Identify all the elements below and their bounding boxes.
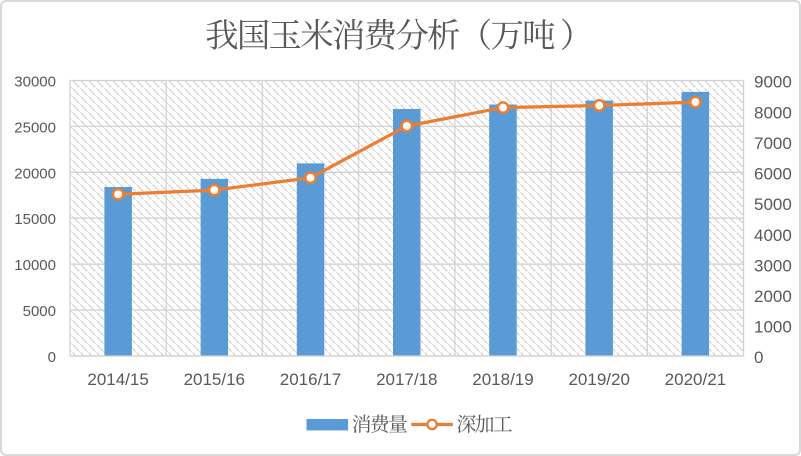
svg-text:3000: 3000 <box>754 256 792 275</box>
svg-text:2016/17: 2016/17 <box>280 370 341 389</box>
svg-text:2000: 2000 <box>754 287 792 306</box>
svg-text:8000: 8000 <box>754 103 792 122</box>
svg-text:5000: 5000 <box>23 303 56 320</box>
svg-text:6000: 6000 <box>754 165 792 184</box>
svg-text:2015/16: 2015/16 <box>184 370 245 389</box>
svg-text:25000: 25000 <box>14 119 56 136</box>
svg-text:30000: 30000 <box>14 74 56 91</box>
svg-text:2017/18: 2017/18 <box>376 370 437 389</box>
svg-text:4000: 4000 <box>754 226 792 245</box>
svg-text:2020/21: 2020/21 <box>665 370 726 389</box>
svg-text:2018/19: 2018/19 <box>472 370 533 389</box>
svg-text:7000: 7000 <box>754 134 792 153</box>
svg-text:20000: 20000 <box>14 165 56 182</box>
svg-text:5000: 5000 <box>754 195 792 214</box>
svg-text:1000: 1000 <box>754 318 792 337</box>
svg-text:15000: 15000 <box>14 211 56 228</box>
svg-text:0: 0 <box>48 349 56 366</box>
svg-text:2019/20: 2019/20 <box>568 370 629 389</box>
svg-text:10000: 10000 <box>14 257 56 274</box>
svg-text:9000: 9000 <box>754 73 792 92</box>
svg-text:0: 0 <box>754 348 763 367</box>
svg-text:2014/15: 2014/15 <box>87 370 148 389</box>
